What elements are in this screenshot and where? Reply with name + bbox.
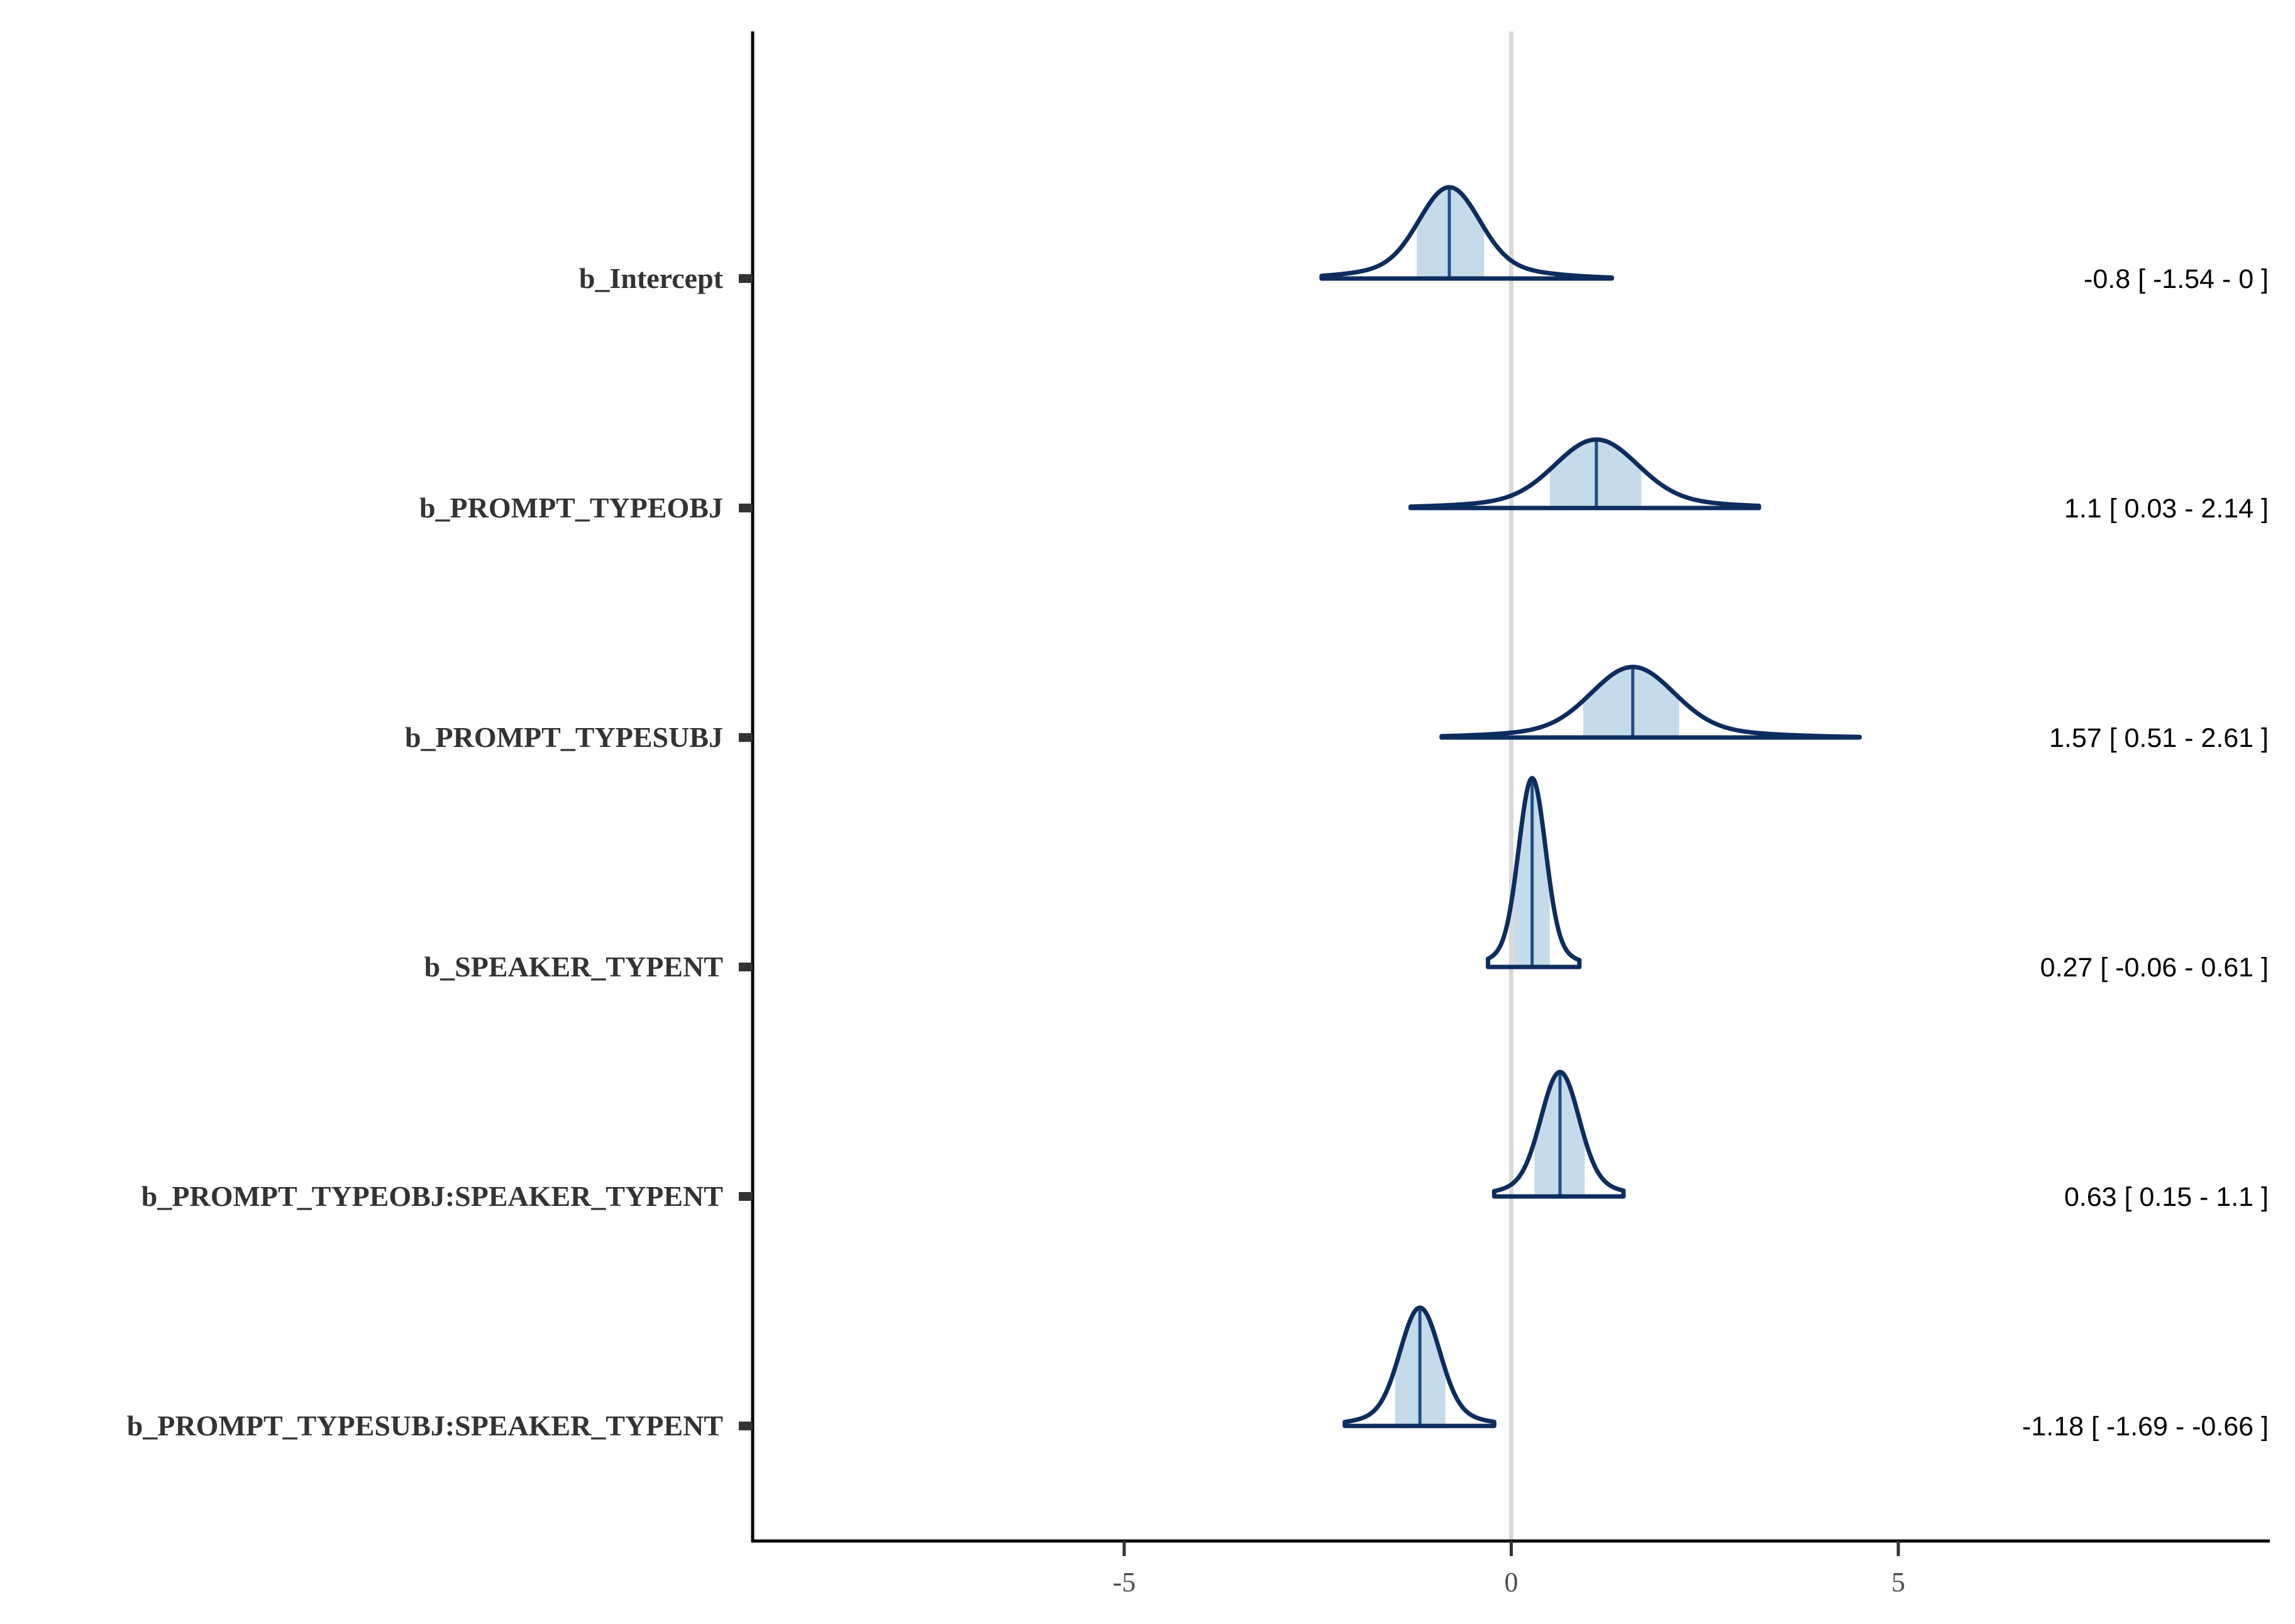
density-outline (1319, 185, 1615, 281)
density-outline (1342, 1305, 1496, 1428)
y-tick-label: b_PROMPT_TYPEOBJ (419, 492, 723, 524)
density-ridges (1319, 185, 1862, 1428)
interval-label: 1.57 [ 0.51 - 2.61 ] (2049, 723, 2269, 753)
interval-label: 0.63 [ 0.15 - 1.1 ] (2064, 1182, 2269, 1212)
x-tick-label: -5 (1113, 1567, 1136, 1598)
density-ridge (1491, 1069, 1626, 1199)
y-tick-label: b_Intercept (579, 262, 724, 294)
x-axis-ticks: -5 0 5 (1113, 1541, 1905, 1598)
density-outline (1491, 1069, 1626, 1199)
interval-label: 1.1 [ 0.03 - 2.14 ] (2064, 494, 2269, 524)
density-ridge (1342, 1305, 1496, 1428)
y-tick-label: b_PROMPT_TYPESUBJ (405, 721, 723, 753)
density-ridge (1319, 185, 1615, 281)
x-tick-label: 0 (1505, 1567, 1518, 1598)
y-tick-label: b_PROMPT_TYPEOBJ:SPEAKER_TYPENT (141, 1180, 723, 1212)
density-ridge (1486, 776, 1582, 969)
interval-label: 0.27 [ -0.06 - 0.61 ] (2040, 953, 2269, 983)
y-tick-label: b_SPEAKER_TYPENT (424, 951, 723, 983)
interval-label: -0.8 [ -1.54 - 0 ] (2084, 264, 2269, 294)
y-tick-label: b_PROMPT_TYPESUBJ:SPEAKER_TYPENT (127, 1410, 723, 1442)
density-outline (1408, 437, 1761, 511)
density-ridge (1408, 437, 1761, 511)
interval-labels: -0.8 [ -1.54 - 0 ] 1.1 [ 0.03 - 2.14 ] 1.5… (2022, 264, 2269, 1442)
interval-label: -1.18 [ -1.69 - -0.66 ] (2022, 1411, 2269, 1442)
density-ridge (1439, 665, 1862, 740)
y-axis-ticks: b_Intercept b_PROMPT_TYPEOBJ b_PROMPT_TYPE… (127, 262, 753, 1442)
density-outline (1439, 665, 1862, 740)
x-tick-label: 5 (1891, 1567, 1905, 1598)
density-outline (1486, 776, 1582, 969)
